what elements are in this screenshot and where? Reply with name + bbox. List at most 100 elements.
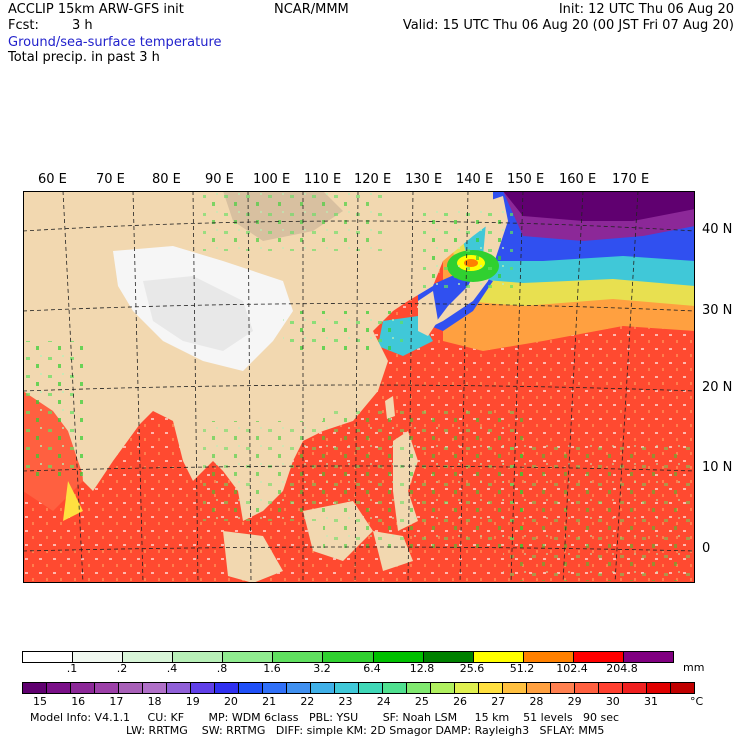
precip-tick-label: .1 bbox=[66, 662, 78, 675]
plateau-shade bbox=[143, 276, 253, 351]
precip-tick-label: 12.8 bbox=[409, 662, 435, 675]
lon-label: 90 E bbox=[205, 172, 234, 187]
precip-tick-label: 25.6 bbox=[459, 662, 485, 675]
weather-map bbox=[23, 191, 695, 583]
colorbar-swatch bbox=[287, 683, 311, 693]
lat-label: 20 N bbox=[702, 380, 733, 395]
precip-tick-label: .8 bbox=[216, 662, 228, 675]
precip-tick-label: 6.4 bbox=[363, 662, 381, 675]
precip-tick-label: 3.2 bbox=[313, 662, 331, 675]
colorbar-swatch bbox=[323, 652, 374, 662]
model-info-line2: LW: RRTMG SW: RRTMG DIFF: simple KM: 2D … bbox=[126, 724, 605, 737]
precip-west-india bbox=[23, 341, 83, 481]
precip-unit: mm bbox=[683, 661, 705, 674]
temperature-tick-label: 27 bbox=[491, 695, 506, 708]
colorbar-swatch bbox=[599, 683, 623, 693]
colorbar-swatch bbox=[311, 683, 335, 693]
colorbar-swatch bbox=[407, 683, 431, 693]
forecast-value: 3 h bbox=[72, 18, 93, 33]
colorbar-swatch bbox=[423, 652, 474, 662]
coastal-warm bbox=[63, 481, 83, 521]
lon-label: 120 E bbox=[354, 172, 392, 187]
precip-tick-label: 51.2 bbox=[509, 662, 535, 675]
init-time: Init: 12 UTC Thu 06 Aug 20 bbox=[558, 2, 734, 17]
graticule bbox=[23, 191, 695, 583]
colorbar-swatch bbox=[167, 683, 191, 693]
colorbar-swatch bbox=[373, 652, 424, 662]
colorbar-swatch bbox=[359, 683, 383, 693]
precip-yangtze bbox=[283, 311, 403, 351]
precip-indochina bbox=[203, 421, 323, 521]
temperature-tick-label: 26 bbox=[453, 695, 468, 708]
lon-label: 80 E bbox=[152, 172, 181, 187]
precip-tick-label: 204.8 bbox=[606, 662, 638, 675]
colorbar-swatch bbox=[119, 683, 143, 693]
land-sumatra bbox=[223, 531, 283, 583]
colorbar-swatch bbox=[23, 652, 74, 662]
forecast-label: Fcst: bbox=[8, 18, 39, 33]
model-title: ACCLIP 15km ARW-GFS init bbox=[8, 2, 184, 17]
colorbar-swatch bbox=[647, 683, 671, 693]
lon-label: 100 E bbox=[253, 172, 291, 187]
precip-west-pacific bbox=[503, 441, 693, 581]
colorbar-swatch bbox=[623, 652, 674, 662]
temperature-tick-label: 25 bbox=[414, 695, 429, 708]
colorbar-swatch bbox=[523, 652, 574, 662]
colorbar-swatch bbox=[479, 683, 503, 693]
colorbar-swatch bbox=[215, 683, 239, 693]
temperature-tick-label: 15 bbox=[33, 695, 47, 708]
precip-tick-label: .2 bbox=[116, 662, 128, 675]
colorbar-swatch bbox=[273, 652, 324, 662]
temperature-tick-label: 21 bbox=[262, 695, 277, 708]
colorbar-swatch bbox=[123, 652, 174, 662]
colorbar-swatch bbox=[95, 683, 119, 693]
temperature-tick-label: 29 bbox=[567, 695, 582, 708]
field-title-temperature: Ground/sea-surface temperature bbox=[8, 35, 222, 50]
precip-central-asia bbox=[203, 191, 383, 251]
colorbar-swatch bbox=[551, 683, 575, 693]
lat-label: 40 N bbox=[702, 222, 733, 237]
lon-label: 60 E bbox=[38, 172, 67, 187]
colorbar-swatch bbox=[47, 683, 71, 693]
colorbar-swatch bbox=[143, 683, 167, 693]
lon-label: 150 E bbox=[507, 172, 545, 187]
colorbar-swatch bbox=[223, 652, 274, 662]
temperature-tick-label: 18 bbox=[147, 695, 162, 708]
colorbar-swatch bbox=[71, 683, 95, 693]
colorbar-swatch bbox=[263, 683, 287, 693]
sea-band-15 bbox=[503, 191, 695, 221]
colorbar-swatch bbox=[335, 683, 359, 693]
lat-label: 30 N bbox=[702, 303, 733, 318]
lon-label: 110 E bbox=[304, 172, 342, 187]
temperature-tick-label: 19 bbox=[185, 695, 200, 708]
center-name: NCAR/MMM bbox=[274, 2, 349, 17]
colorbar-swatch bbox=[455, 683, 479, 693]
valid-time: Valid: 15 UTC Thu 06 Aug 20 (00 JST Fri … bbox=[402, 18, 734, 33]
land-korea bbox=[418, 291, 438, 336]
temperature-tick-label: 16 bbox=[71, 695, 86, 708]
precip-tick-label: 1.6 bbox=[263, 662, 281, 675]
colorbar-swatch bbox=[503, 683, 527, 693]
temperature-tick-label: 23 bbox=[338, 695, 353, 708]
temperature-tick-label: 28 bbox=[529, 695, 544, 708]
colorbar-swatch bbox=[473, 652, 524, 662]
colorbar-swatch bbox=[73, 652, 124, 662]
temperature-tick-label: 22 bbox=[300, 695, 315, 708]
colorbar-swatch bbox=[191, 683, 215, 693]
temperature-unit: °C bbox=[690, 695, 704, 708]
model-info-line1: Model Info: V4.1.1 CU: KF MP: WDM 6class… bbox=[30, 711, 620, 724]
precip-pacific bbox=[323, 411, 523, 551]
precip-colorbar bbox=[22, 651, 674, 663]
lat-label: 10 N bbox=[702, 460, 733, 475]
colorbar-swatch bbox=[383, 683, 407, 693]
temperature-colorbar bbox=[22, 682, 695, 694]
temperature-tick-label: 31 bbox=[644, 695, 658, 708]
temperature-tick-label: 30 bbox=[605, 695, 620, 708]
lon-label: 170 E bbox=[612, 172, 650, 187]
colorbar-swatch bbox=[239, 683, 263, 693]
temperature-tick-label: 24 bbox=[376, 695, 391, 708]
colorbar-swatch bbox=[173, 652, 224, 662]
colorbar-swatch bbox=[671, 683, 694, 693]
colorbar-swatch bbox=[623, 683, 647, 693]
colorbar-swatch bbox=[23, 683, 47, 693]
